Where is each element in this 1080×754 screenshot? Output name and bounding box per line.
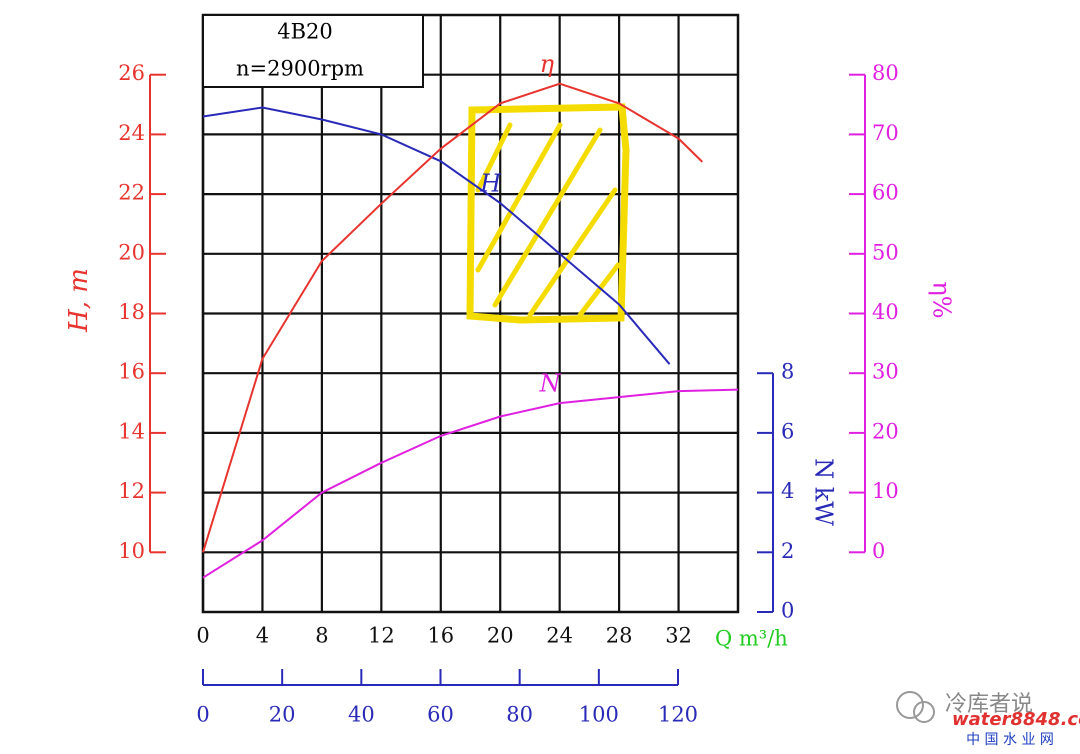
x-tick-label: 24 — [546, 624, 573, 648]
y-tick-label: 20 — [118, 240, 145, 264]
y-tick-label: 26 — [118, 61, 145, 85]
y3-tick-label: 6 — [781, 419, 794, 443]
watermark: 冷库者说 water8848.com 中 国 水 业 网 — [896, 691, 1080, 748]
y2-tick-label: 30 — [872, 360, 899, 384]
watermark-text: 冷库者说 — [945, 692, 1033, 717]
y3-axis-title: N kW — [810, 458, 838, 526]
x2-tick-label: 120 — [658, 703, 698, 727]
y2-tick-label: 20 — [872, 419, 899, 443]
y-tick-label: 10 — [118, 539, 145, 563]
y-tick-label: 24 — [118, 121, 145, 145]
x-tick-label: 0 — [196, 624, 209, 648]
curve — [202, 106, 671, 365]
y-tick-label: 12 — [118, 479, 145, 503]
y2-tick-label: 10 — [872, 479, 899, 503]
x-tick-label: 8 — [315, 624, 328, 648]
x2-tick-label: 80 — [506, 703, 533, 727]
x2-tick-label: 60 — [427, 703, 454, 727]
y-axis-title: H, m — [64, 268, 94, 333]
y2-tick-label: 40 — [872, 300, 899, 324]
y3-tick-label: 0 — [781, 599, 794, 623]
highlight — [466, 103, 630, 324]
y3-tick-label: 2 — [781, 539, 794, 563]
model-label: 4B20 — [277, 20, 333, 44]
x2-tick-label: 20 — [269, 703, 296, 727]
x2-tick-label: 40 — [348, 703, 375, 727]
curve-label: η — [540, 50, 555, 78]
x2-tick-label: 100 — [579, 703, 619, 727]
y-tick-label: 14 — [118, 419, 145, 443]
y2-axis-title: η% — [928, 281, 956, 318]
x-tick-label: 32 — [665, 624, 692, 648]
x-tick-label: 12 — [368, 624, 395, 648]
curve-label: N — [539, 370, 562, 398]
y-tick-label: 18 — [118, 300, 145, 324]
y2-tick-label: 50 — [872, 240, 899, 264]
y2-tick-label: 60 — [872, 181, 899, 205]
watermark-icon — [896, 691, 924, 719]
info-box — [202, 14, 424, 88]
x-tick-label: 20 — [487, 624, 514, 648]
y2-tick-label: 70 — [872, 121, 899, 145]
curve — [202, 388, 739, 579]
y2-tick-label: 80 — [872, 61, 899, 85]
x-tick-label: 4 — [256, 624, 269, 648]
y-tick-label: 22 — [118, 181, 145, 205]
x-tick-label: 16 — [427, 624, 454, 648]
watermark-site: water8848.com — [952, 709, 1080, 730]
curve — [202, 82, 704, 553]
grid — [201, 15, 738, 612]
x-axis-title: Q m³/h — [715, 627, 788, 651]
watermark-icon — [913, 701, 935, 723]
y3-tick-label: 4 — [781, 479, 794, 503]
y3-tick-label: 8 — [781, 360, 794, 384]
x2-tick-label: 0 — [196, 703, 209, 727]
y2-tick-label: 0 — [872, 539, 885, 563]
x-tick-label: 28 — [606, 624, 633, 648]
watermark-org: 中 国 水 业 网 — [966, 732, 1054, 748]
y-tick-label: 16 — [118, 360, 145, 384]
highlight-box — [466, 103, 630, 324]
speed-label: n=2900rpm — [236, 57, 364, 81]
highlight-hatch — [475, 122, 621, 318]
curve-label: H — [479, 170, 502, 198]
